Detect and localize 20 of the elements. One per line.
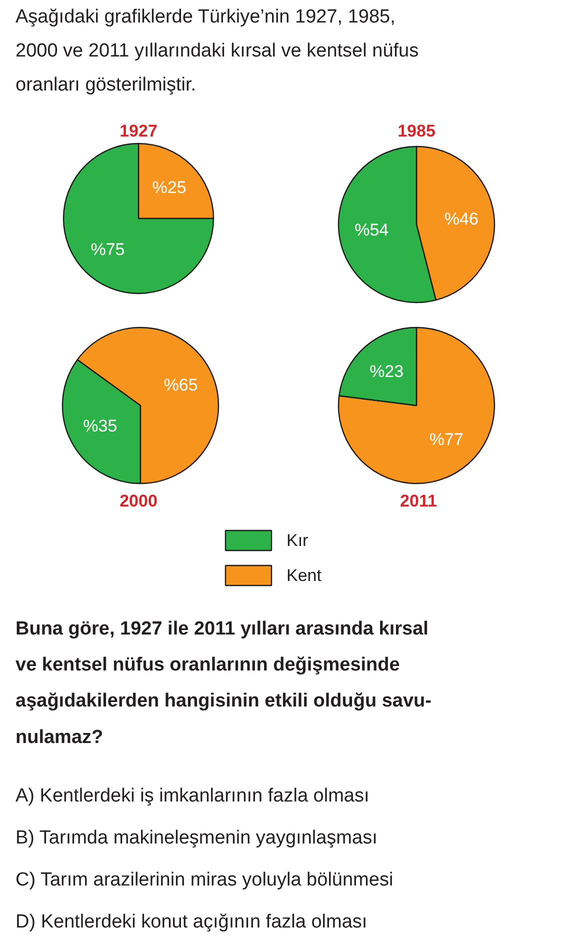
- text: B) Tarımda makineleşmenin yaygınlaşması: [16, 828, 378, 848]
- legend-label: Kır: [286, 531, 309, 550]
- data-label: %77: [429, 430, 464, 449]
- text: C) Tarım arazilerinin miras yoluyla bölünmesi: [16, 870, 394, 890]
- text: 2000: [120, 492, 158, 510]
- chart-title: 1927: [120, 122, 158, 140]
- data-label: %25: [152, 178, 186, 198]
- data-label: %54: [354, 220, 389, 240]
- data-label: %46: [444, 209, 478, 228]
- data-label: %23: [370, 362, 404, 382]
- chart-title: 1985: [398, 122, 436, 140]
- text: Aşağıdaki grafiklerde Türkiye’nin 1927, 1985, 2000 ve 2011 yıllarındaki kırsal ve kentsel nüfus oranları gösterilmiştir.: [16, 6, 419, 96]
- text: A) Kentlerdeki iş imkanlarının fazla olması: [16, 786, 370, 806]
- text: 2011: [400, 492, 437, 510]
- data-label: %75: [90, 240, 125, 259]
- legend-label: Kent: [286, 566, 322, 585]
- text: D) Kentlerdeki konut açığının fazla olması: [16, 912, 368, 932]
- data-label: %35: [83, 416, 118, 436]
- data-label: %65: [164, 375, 198, 394]
- text: Buna göre, 1927 ile 2011 yılları arasında kırsal ve kentsel nüfus oranlarının değişmesinde aşağıdakilerden hangisinin etkili olduğu savu- nulamaz?: [16, 618, 432, 748]
